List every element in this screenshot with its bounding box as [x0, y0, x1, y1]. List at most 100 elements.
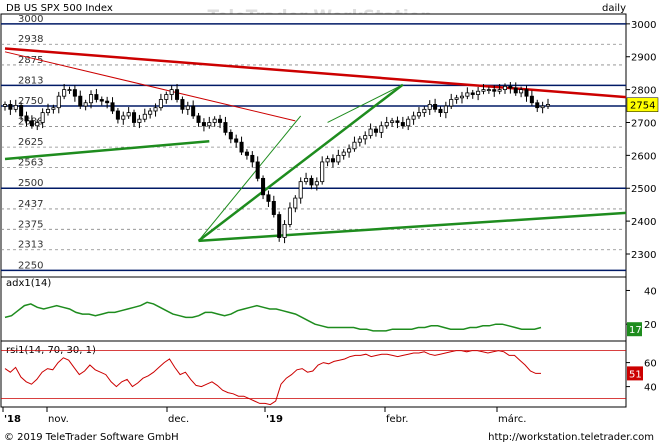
- candle-body: [19, 104, 24, 117]
- candle-body: [336, 154, 341, 163]
- candle-body: [443, 105, 448, 114]
- candle-body: [287, 207, 292, 225]
- level-label: 2875: [18, 55, 43, 66]
- candle-body: [185, 105, 190, 110]
- candle-body: [239, 141, 244, 153]
- time-tick-label: dec.: [168, 414, 189, 425]
- candle-body: [545, 104, 551, 107]
- candle-body: [390, 120, 395, 123]
- adx-plot: [4, 301, 542, 332]
- level-label: 2437: [18, 199, 43, 210]
- candle-body: [508, 85, 513, 89]
- candle-body: [250, 154, 255, 163]
- candle-body: [153, 107, 158, 112]
- candle-body: [304, 177, 309, 183]
- candle-body: [175, 89, 180, 100]
- adx-tick-label: 40: [644, 286, 657, 297]
- support-trend-line: [197, 83, 404, 242]
- candle-body: [223, 122, 228, 133]
- candle-body: [411, 115, 416, 120]
- candle-body: [132, 112, 137, 123]
- candle-body: [212, 118, 217, 123]
- candle-body: [115, 110, 120, 120]
- candle-body: [148, 110, 153, 115]
- time-tick-label: nov.: [48, 414, 69, 425]
- time-tick-label: '18: [4, 414, 21, 425]
- candle-body: [325, 158, 330, 163]
- candle-body: [400, 122, 405, 127]
- trend-lines: [4, 47, 627, 243]
- level-label: 2250: [18, 260, 43, 271]
- candle-body: [470, 92, 475, 95]
- candle-body: [363, 135, 368, 140]
- candle-body: [395, 120, 400, 123]
- price-tick-label: 2300: [631, 250, 656, 261]
- candle-body: [78, 95, 83, 107]
- price-tick-label: 2500: [631, 184, 656, 195]
- candle-body: [416, 112, 421, 117]
- candle-body: [529, 95, 534, 104]
- adx-title: adx1(14): [6, 278, 51, 289]
- adx-tick-label: 20: [644, 320, 657, 331]
- candle-body: [320, 161, 325, 183]
- candle-body: [142, 113, 147, 120]
- candle-body: [459, 95, 464, 99]
- candle-body: [228, 131, 233, 140]
- time-axis: '18 nov. dec. '19 febr. márc.: [2, 407, 526, 425]
- candle-body: [282, 223, 287, 238]
- candle-body: [540, 105, 545, 109]
- candle-body: [486, 89, 491, 92]
- candles: [2, 82, 551, 244]
- rsi-plot: [1, 350, 626, 406]
- candle-body: [207, 122, 212, 127]
- candle-body: [298, 181, 303, 199]
- level-label: 2375: [18, 219, 43, 230]
- candle-body: [83, 102, 88, 107]
- candle-body: [347, 148, 352, 153]
- support-trend-line: [198, 115, 302, 242]
- level-label: 2938: [18, 34, 43, 45]
- candle-body: [255, 161, 260, 179]
- candle-body: [373, 128, 378, 133]
- adx-last-label: 17: [629, 325, 642, 336]
- candle-body: [35, 122, 40, 127]
- candle-body: [368, 128, 373, 137]
- level-label: 2500: [18, 178, 43, 189]
- rsi-last-label: 51: [629, 369, 642, 380]
- candle-body: [56, 95, 61, 109]
- candle-body: [481, 89, 486, 92]
- adx-last-badge: [627, 322, 642, 337]
- candle-body: [524, 89, 529, 97]
- candle-body: [454, 97, 459, 100]
- candle-body: [277, 214, 282, 238]
- candle-body: [535, 102, 540, 109]
- source-url[interactable]: http://workstation.teletrader.com: [488, 432, 654, 443]
- adx-panel[interactable]: [0, 276, 627, 342]
- time-tick-label: '19: [266, 414, 283, 425]
- candle-body: [266, 194, 271, 202]
- candle-body: [29, 120, 34, 127]
- candle-body: [497, 89, 502, 92]
- candle-body: [261, 177, 266, 196]
- candle-body: [137, 118, 142, 123]
- candle-body: [191, 105, 196, 117]
- candle-body: [433, 104, 438, 110]
- candle-body: [314, 181, 319, 186]
- price-gridlines: [1, 23, 626, 272]
- candle-body: [51, 107, 56, 110]
- candle-body: [180, 99, 185, 110]
- candle-body: [45, 108, 51, 114]
- candle-body: [110, 102, 115, 112]
- candle-body: [519, 89, 524, 94]
- price-tick-label: 2600: [631, 151, 656, 162]
- candle-body: [121, 115, 126, 120]
- last-price-label: 2754: [630, 101, 655, 112]
- candle-body: [465, 92, 470, 97]
- price-panel[interactable]: [0, 13, 627, 278]
- level-label: 2313: [18, 240, 43, 251]
- candle-body: [427, 104, 432, 110]
- candle-body: [406, 118, 411, 127]
- rsi-last-badge: [627, 366, 643, 381]
- adx-line: [4, 301, 542, 332]
